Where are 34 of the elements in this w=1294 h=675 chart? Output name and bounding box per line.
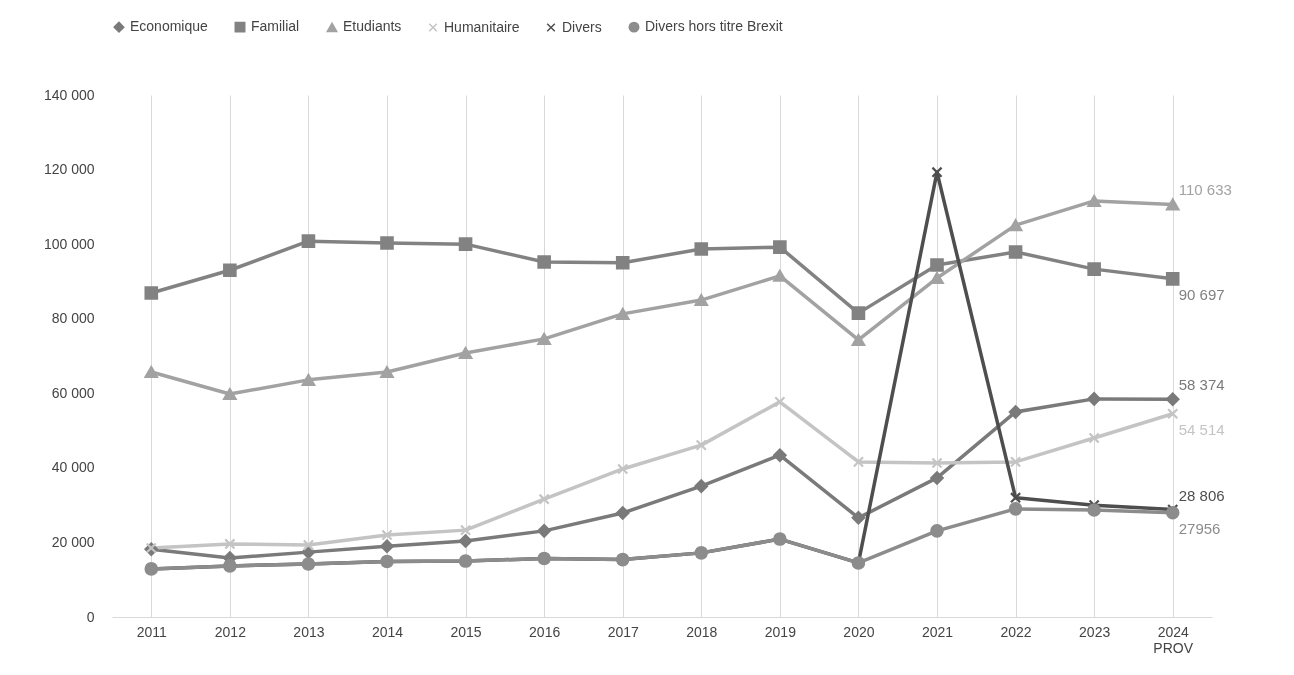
x-tick-label: 2014 xyxy=(371,623,404,640)
data-label: 110 633 xyxy=(1178,181,1232,199)
x-tick-label: 2016 xyxy=(529,623,561,640)
x-tick-label: 2024 PROV xyxy=(1153,623,1194,656)
x-tick-label: 2017 xyxy=(607,623,639,640)
x-tick-label: 2020 xyxy=(843,623,875,640)
y-tick-label: 140 000 xyxy=(43,86,95,103)
data-label: 27956 xyxy=(1178,519,1221,537)
y-tick-label: 20 000 xyxy=(51,533,95,550)
y-tick-label: 120 000 xyxy=(43,161,95,178)
x-tick-label: 2019 xyxy=(764,623,797,640)
x-tick-label: 2021 xyxy=(921,623,954,640)
y-tick-label: 60 000 xyxy=(51,384,95,401)
x-tick-label: 2022 xyxy=(1000,623,1032,640)
x-tick-label: 2012 xyxy=(214,623,247,640)
data-label: 90 697 xyxy=(1178,285,1225,303)
y-tick-label: 80 000 xyxy=(51,310,95,327)
y-tick-label: 40 000 xyxy=(51,459,95,476)
legend-label: Divers xyxy=(562,18,602,35)
legend-label: Familial xyxy=(251,18,300,35)
y-tick-label: 100 000 xyxy=(43,235,95,252)
x-tick-label: 2015 xyxy=(450,623,482,640)
x-tick-label: 2013 xyxy=(293,623,325,640)
legend-label: Economique xyxy=(130,18,209,35)
legend-label: Humanitaire xyxy=(444,18,520,35)
data-label: 28 806 xyxy=(1178,486,1225,504)
x-tick-label: 2023 xyxy=(1079,623,1111,640)
x-tick-label: 2011 xyxy=(136,623,168,640)
data-label: 58 374 xyxy=(1178,376,1225,394)
data-label: 54 514 xyxy=(1178,420,1225,438)
legend-label: Divers hors titre Brexit xyxy=(645,18,783,35)
y-tick-label: 0 xyxy=(86,608,95,625)
legend-label: Etudiants xyxy=(343,18,402,35)
x-tick-label: 2018 xyxy=(686,623,718,640)
